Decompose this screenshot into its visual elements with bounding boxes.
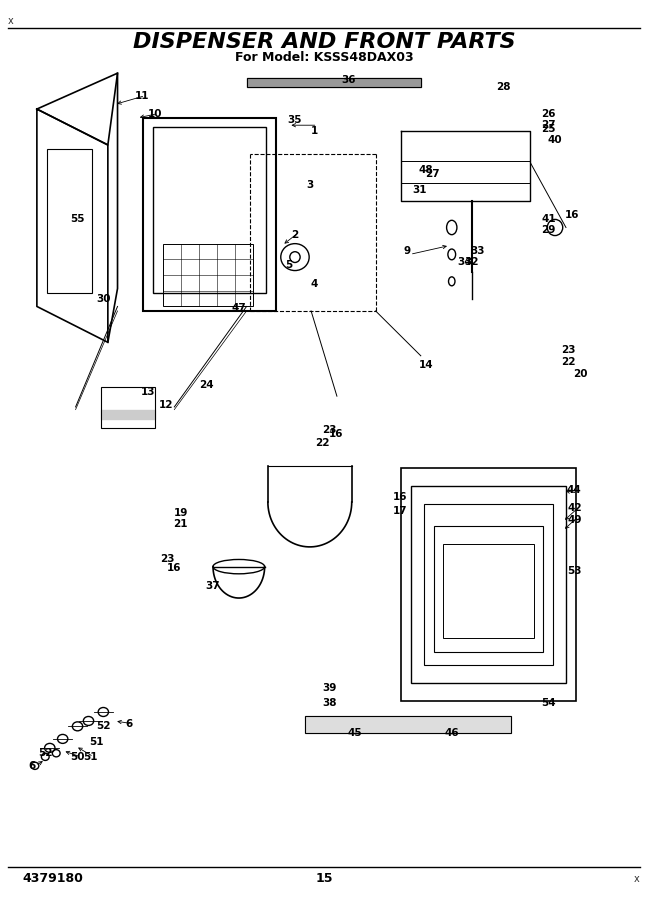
Text: 29: 29 xyxy=(541,225,556,235)
Text: 52: 52 xyxy=(38,748,52,759)
Text: 16: 16 xyxy=(329,428,343,439)
Text: 1: 1 xyxy=(310,127,318,137)
Text: 4: 4 xyxy=(310,279,318,289)
Text: 4379180: 4379180 xyxy=(23,872,84,886)
Text: 30: 30 xyxy=(96,294,111,304)
Text: 54: 54 xyxy=(541,698,556,708)
Text: 27: 27 xyxy=(425,168,440,179)
Text: 14: 14 xyxy=(419,360,434,370)
Bar xyxy=(143,118,275,310)
Text: 47: 47 xyxy=(231,303,246,313)
Text: 51: 51 xyxy=(89,736,104,747)
Bar xyxy=(401,468,575,701)
Text: 22: 22 xyxy=(561,357,575,367)
Text: 31: 31 xyxy=(412,184,427,194)
Text: 17: 17 xyxy=(393,506,408,516)
Text: 36: 36 xyxy=(341,76,356,86)
Text: 49: 49 xyxy=(567,515,582,525)
Text: 16: 16 xyxy=(167,563,181,573)
Text: 19: 19 xyxy=(174,508,188,518)
Text: 44: 44 xyxy=(567,485,582,495)
Bar xyxy=(163,244,253,306)
Text: For Model: KSSS48DAX03: For Model: KSSS48DAX03 xyxy=(235,50,413,64)
Text: 46: 46 xyxy=(445,727,459,738)
Text: 9: 9 xyxy=(403,246,410,256)
Text: 52: 52 xyxy=(96,721,111,732)
Text: 41: 41 xyxy=(541,213,556,223)
Text: 33: 33 xyxy=(470,246,485,256)
Text: 6: 6 xyxy=(126,719,133,729)
Bar xyxy=(434,526,544,652)
Text: DISPENSER AND FRONT PARTS: DISPENSER AND FRONT PARTS xyxy=(133,32,515,52)
Text: 39: 39 xyxy=(322,683,336,693)
Bar xyxy=(153,127,266,293)
Text: 22: 22 xyxy=(316,437,330,448)
Text: 45: 45 xyxy=(348,727,362,738)
Text: 37: 37 xyxy=(205,581,220,591)
Text: 55: 55 xyxy=(70,213,85,223)
Text: 32: 32 xyxy=(464,256,478,266)
Bar xyxy=(247,77,421,86)
Text: 21: 21 xyxy=(174,518,188,528)
Text: 5: 5 xyxy=(285,260,292,270)
Text: 23: 23 xyxy=(322,426,336,436)
Text: 11: 11 xyxy=(135,91,149,101)
Text: 51: 51 xyxy=(83,752,98,761)
Bar xyxy=(305,716,511,733)
Text: 48: 48 xyxy=(419,165,434,176)
Text: 12: 12 xyxy=(159,400,173,410)
Text: 10: 10 xyxy=(148,109,162,119)
Text: 25: 25 xyxy=(541,124,556,134)
Text: 23: 23 xyxy=(561,345,575,355)
Text: 13: 13 xyxy=(141,387,156,397)
Text: 26: 26 xyxy=(541,109,556,119)
Text: 53: 53 xyxy=(567,566,582,576)
Text: 40: 40 xyxy=(548,136,562,146)
Text: 2: 2 xyxy=(292,230,299,239)
Text: 42: 42 xyxy=(567,503,582,513)
Text: 24: 24 xyxy=(199,381,214,391)
Bar xyxy=(47,149,92,293)
Text: 16: 16 xyxy=(393,491,408,501)
Bar xyxy=(101,387,155,428)
Text: 23: 23 xyxy=(161,554,175,564)
Text: 35: 35 xyxy=(288,115,302,125)
Text: 15: 15 xyxy=(315,872,333,886)
Text: 16: 16 xyxy=(565,210,580,220)
Bar xyxy=(411,486,566,683)
Text: x: x xyxy=(634,874,640,884)
Text: 27: 27 xyxy=(541,121,556,130)
Text: 3: 3 xyxy=(307,180,314,190)
Text: 38: 38 xyxy=(322,698,336,708)
Text: 20: 20 xyxy=(573,369,588,379)
Bar xyxy=(443,544,534,638)
Text: x: x xyxy=(8,16,14,26)
Text: 50: 50 xyxy=(70,752,85,761)
Text: 28: 28 xyxy=(496,82,511,92)
Bar xyxy=(424,504,553,665)
Text: 34: 34 xyxy=(457,256,472,266)
Text: 6: 6 xyxy=(29,760,36,770)
